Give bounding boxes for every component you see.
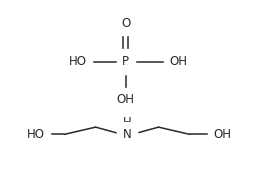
Text: N: N: [123, 128, 131, 141]
Text: O: O: [121, 17, 130, 30]
Text: P: P: [122, 55, 129, 68]
Text: HO: HO: [26, 128, 44, 141]
Text: HO: HO: [69, 55, 87, 68]
Text: H: H: [123, 116, 131, 129]
Text: OH: OH: [117, 93, 135, 106]
Text: OH: OH: [214, 128, 232, 141]
Text: OH: OH: [169, 55, 187, 68]
